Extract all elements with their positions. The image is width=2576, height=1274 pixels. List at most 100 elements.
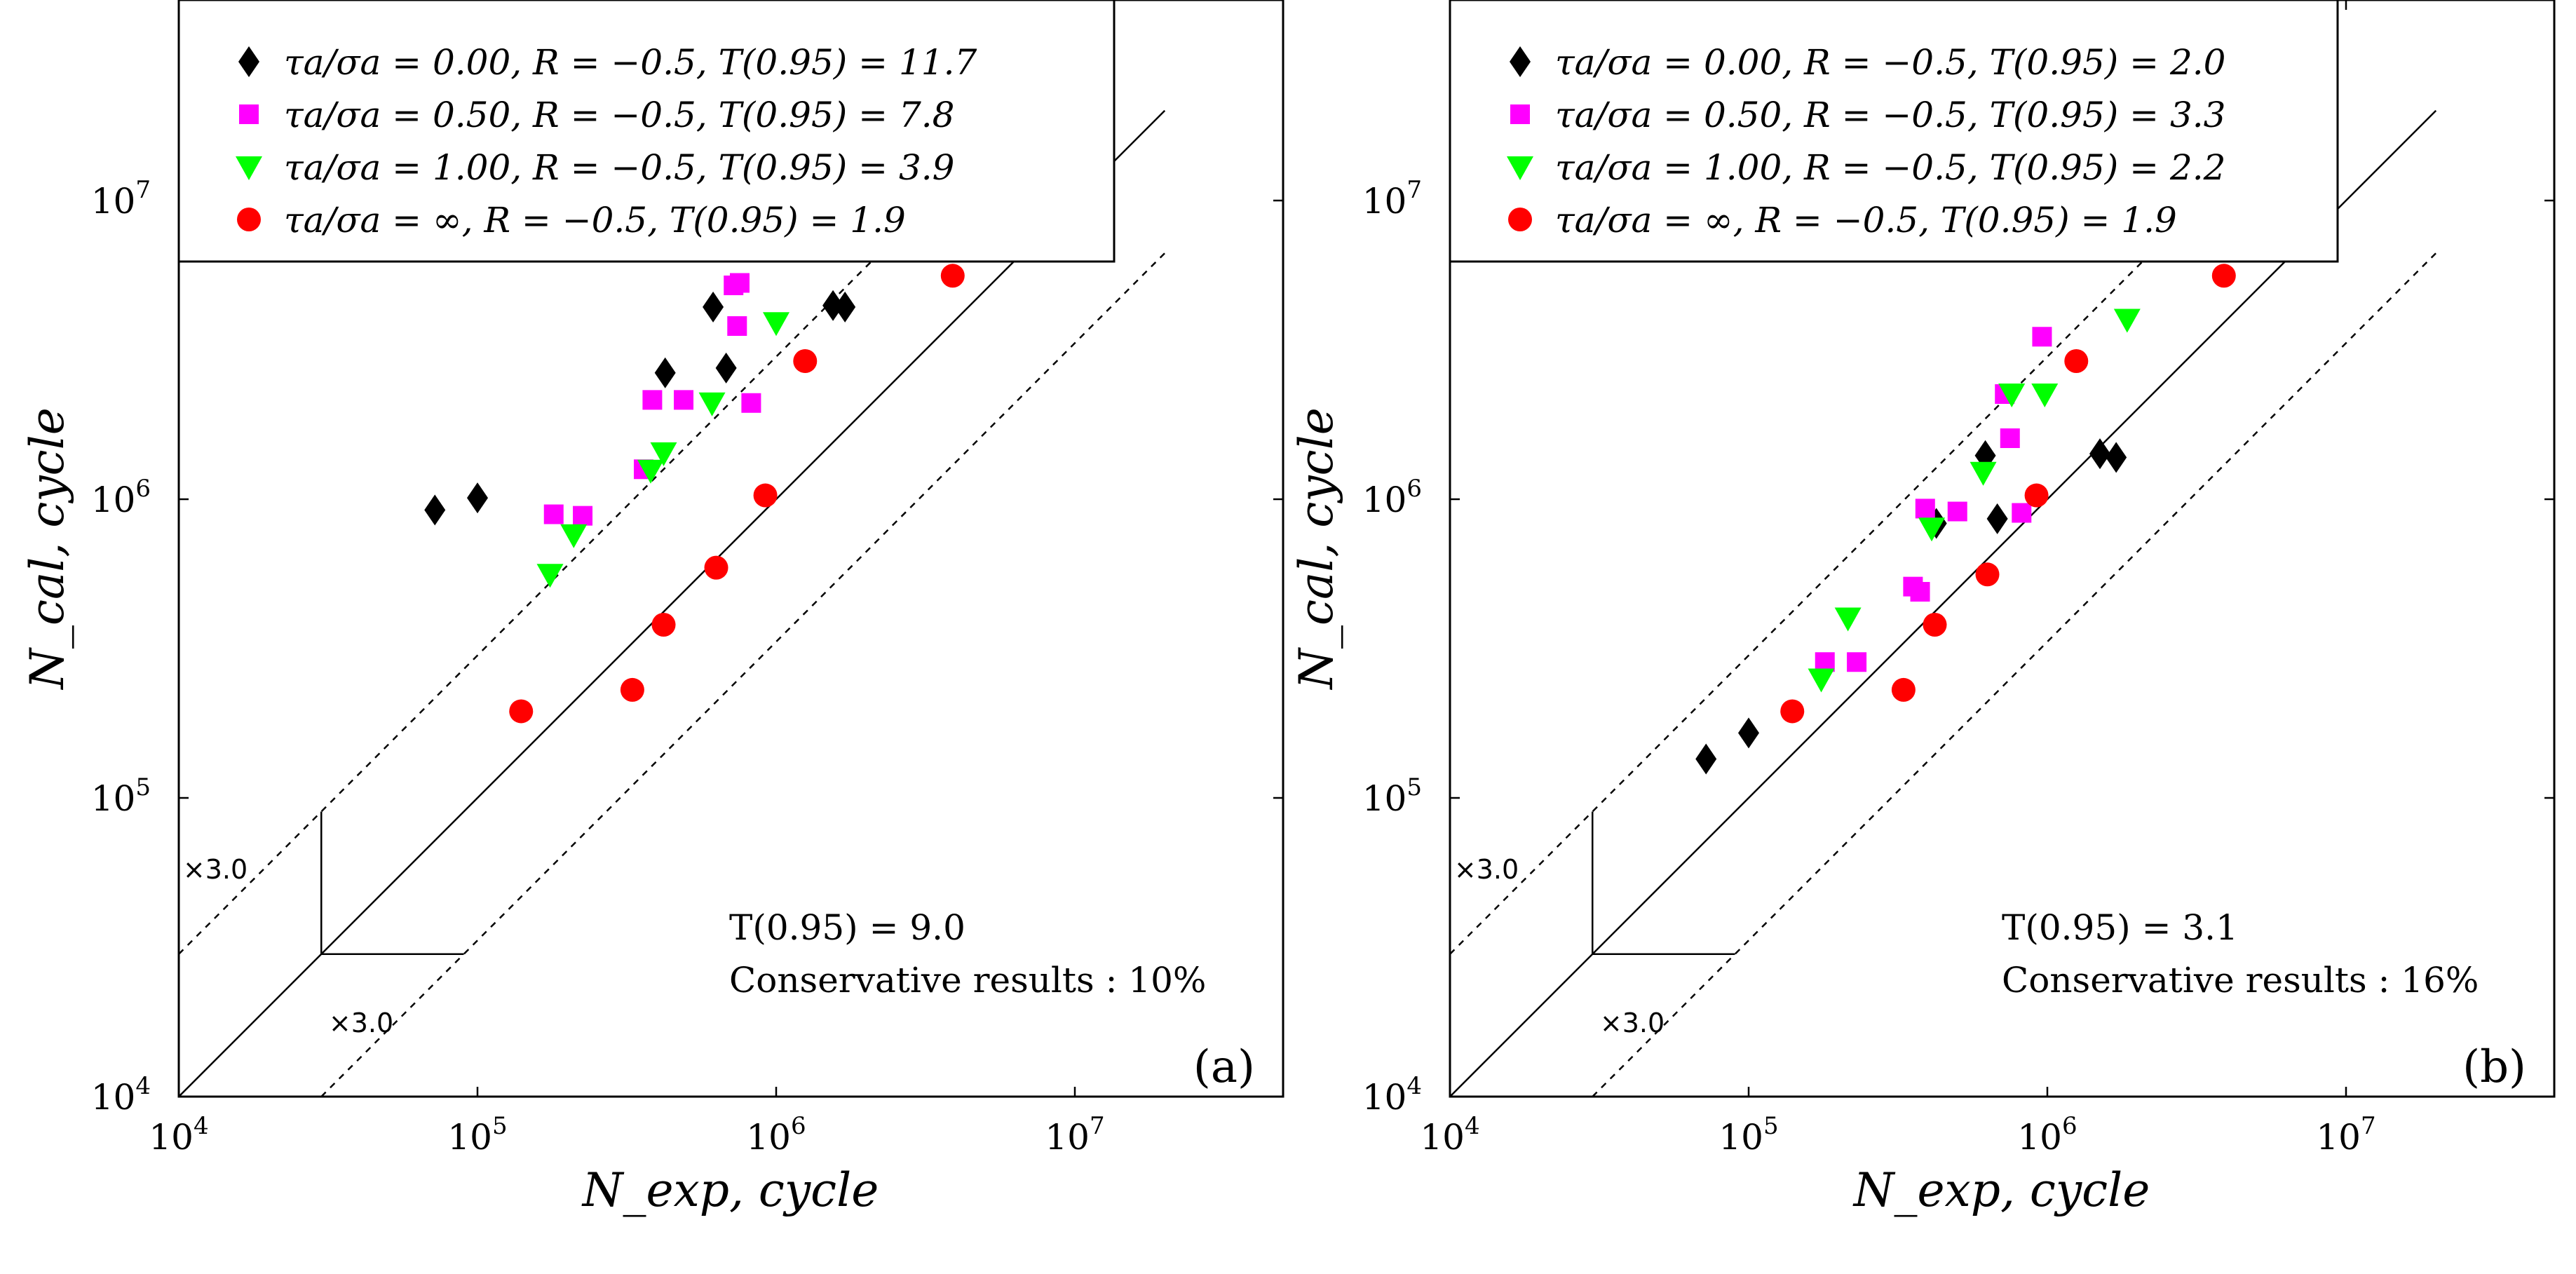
x-tick-label: 106 bbox=[2017, 1112, 2077, 1158]
data-point bbox=[1923, 613, 1947, 637]
axis-ticks: 104 105 106 107 104 105 106 107 bbox=[1362, 0, 2554, 1158]
upper-factor-line bbox=[1450, 109, 2294, 955]
x-tick-label: 107 bbox=[1045, 1112, 1104, 1158]
plot-frame bbox=[1449, 0, 2556, 1098]
data-points bbox=[424, 234, 965, 724]
legend: τa/σa = 0.00, R = −0.5, T(0.95) = 2.0 τa… bbox=[1449, 0, 2339, 263]
factor-label-horizontal: ×3.0 bbox=[1600, 1008, 1665, 1038]
chart-panel-a: 104 105 106 107 104 105 106 107 ×3.0 ×3.0 T(0.9… bbox=[20, 0, 1284, 1217]
y-tick-label: 104 bbox=[1362, 1072, 1422, 1118]
upper-factor-line bbox=[179, 109, 1023, 955]
factor-bracket bbox=[1592, 811, 1735, 955]
factor-label-vertical: ×3.0 bbox=[1454, 854, 1519, 885]
data-point bbox=[620, 677, 644, 702]
data-point bbox=[741, 393, 761, 413]
legend-entry: τa/σa = ∞, R = −0.5, T(0.95) = 1.9 bbox=[1508, 200, 2177, 240]
factor-label-horizontal: ×3.0 bbox=[329, 1008, 393, 1038]
legend: τa/σa = 0.00, R = −0.5, T(0.95) = 11.7 τ… bbox=[177, 0, 1116, 263]
legend-label: τa/σa = 0.50, R = −0.5, T(0.95) = 3.3 bbox=[1555, 95, 2225, 135]
plot-area bbox=[179, 109, 1166, 1097]
y-tick-label: 105 bbox=[1362, 773, 1422, 819]
x-tick-label: 107 bbox=[2316, 1112, 2375, 1158]
legend-label: τa/σa = 1.00, R = −0.5, T(0.95) = 2.2 bbox=[1555, 147, 2225, 188]
legend-entry: τa/σa = 1.00, R = −0.5, T(0.95) = 2.2 bbox=[1507, 147, 2225, 188]
y-tick-label: 107 bbox=[91, 176, 151, 222]
data-point bbox=[2012, 503, 2032, 523]
y-axis-label: N_cal, cycle bbox=[20, 407, 74, 691]
data-point bbox=[2032, 327, 2052, 347]
legend-entry: τa/σa = ∞, R = −0.5, T(0.95) = 1.9 bbox=[237, 200, 906, 240]
panel-label: (b) bbox=[2462, 1041, 2526, 1093]
y-tick-label: 104 bbox=[91, 1072, 151, 1118]
legend-box bbox=[177, 0, 1116, 263]
data-point bbox=[637, 459, 664, 484]
data-point bbox=[560, 524, 588, 548]
identity-line bbox=[1450, 109, 2437, 1097]
data-point bbox=[703, 291, 724, 323]
panel-label: (a) bbox=[1193, 1041, 1255, 1093]
x-axis-label: N_exp, cycle bbox=[1852, 1163, 2150, 1217]
legend-entry: τa/σa = 1.00, R = −0.5, T(0.95) = 3.9 bbox=[236, 147, 954, 188]
data-point bbox=[642, 390, 663, 410]
data-point bbox=[1947, 501, 1967, 522]
legend-box bbox=[1449, 0, 2339, 263]
data-point bbox=[674, 390, 694, 410]
data-point bbox=[1910, 581, 1930, 602]
y-tick-label: 106 bbox=[1362, 475, 1422, 520]
data-point bbox=[1738, 717, 1759, 749]
legend-label: τa/σa = 0.00, R = −0.5, T(0.95) = 11.7 bbox=[284, 42, 977, 83]
stats-annotation: T(0.95) = 9.0 Conservative results : 10% bbox=[729, 907, 1206, 1001]
legend-label: τa/σa = ∞, R = −0.5, T(0.95) = 1.9 bbox=[284, 200, 906, 240]
lower-factor-line bbox=[320, 252, 1166, 1097]
legend-marker bbox=[1507, 156, 1533, 180]
legend-marker bbox=[238, 46, 259, 77]
data-point bbox=[2089, 438, 2111, 470]
legend-entry: τa/σa = 0.00, R = −0.5, T(0.95) = 2.0 bbox=[1510, 42, 2225, 83]
data-point bbox=[2031, 383, 2059, 407]
x-tick-label: 106 bbox=[746, 1112, 806, 1158]
legend-entry: τa/σa = 0.50, R = −0.5, T(0.95) = 7.8 bbox=[239, 95, 954, 135]
t-value-annotation: T(0.95) = 9.0 bbox=[729, 907, 965, 948]
data-point bbox=[1780, 699, 1805, 724]
legend-marker bbox=[239, 104, 259, 124]
plot-area bbox=[1450, 109, 2437, 1097]
legend-marker bbox=[1510, 46, 1531, 77]
x-tick-label: 105 bbox=[1719, 1112, 1778, 1158]
conservative-annotation: Conservative results : 16% bbox=[2002, 960, 2479, 1001]
data-point bbox=[763, 312, 789, 337]
legend-label: τa/σa = 0.50, R = −0.5, T(0.95) = 7.8 bbox=[284, 95, 954, 135]
y-tick-label: 107 bbox=[1362, 176, 1422, 222]
data-point bbox=[1834, 607, 1862, 632]
data-point bbox=[1970, 461, 1997, 486]
data-point bbox=[753, 483, 778, 508]
data-point bbox=[2211, 264, 2236, 288]
data-point bbox=[509, 699, 534, 724]
data-point bbox=[1998, 383, 2026, 407]
x-tick-label: 105 bbox=[447, 1112, 507, 1158]
data-point bbox=[650, 442, 677, 466]
data-point bbox=[1975, 562, 2000, 587]
data-point bbox=[2000, 428, 2020, 449]
legend-label: τa/σa = 0.00, R = −0.5, T(0.95) = 2.0 bbox=[1555, 42, 2225, 83]
data-points bbox=[1695, 264, 2236, 775]
data-point bbox=[1847, 652, 1867, 672]
data-point bbox=[834, 291, 856, 323]
legend-entry: τa/σa = 0.50, R = −0.5, T(0.95) = 3.3 bbox=[1510, 95, 2225, 135]
data-point bbox=[1986, 503, 2008, 534]
data-point bbox=[704, 555, 728, 580]
data-point bbox=[2024, 483, 2049, 508]
legend-marker bbox=[237, 208, 261, 231]
identity-line bbox=[179, 109, 1166, 1097]
data-point bbox=[822, 290, 844, 321]
legend-entry: τa/σa = 0.00, R = −0.5, T(0.95) = 11.7 bbox=[238, 42, 977, 83]
data-point bbox=[2106, 442, 2127, 473]
data-point bbox=[467, 482, 488, 514]
data-point bbox=[573, 506, 593, 526]
data-point bbox=[543, 504, 564, 524]
legend-marker bbox=[236, 156, 262, 180]
x-tick-label: 104 bbox=[149, 1112, 208, 1158]
factor-label-vertical: ×3.0 bbox=[183, 854, 248, 885]
y-tick-label: 106 bbox=[91, 475, 151, 520]
data-point bbox=[536, 564, 564, 588]
